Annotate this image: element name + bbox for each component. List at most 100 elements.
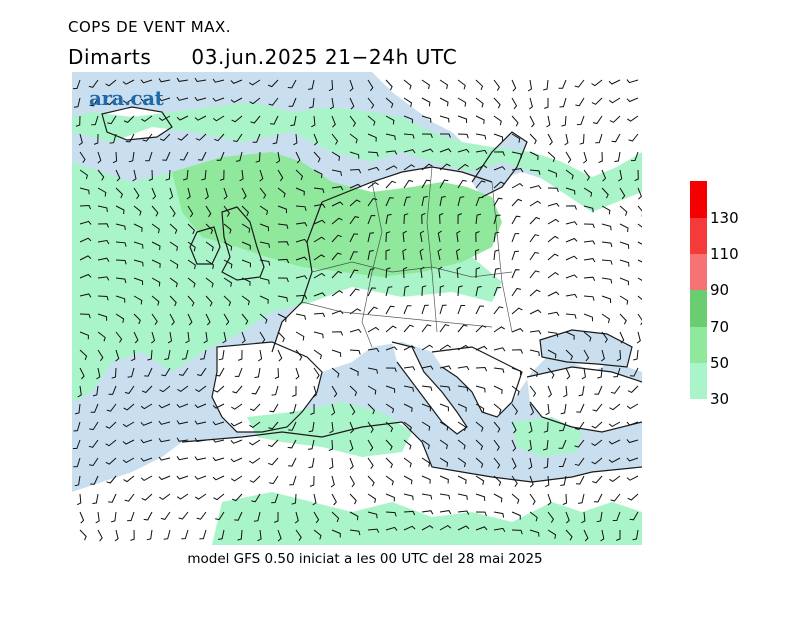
wind-barb	[241, 313, 249, 325]
wind-barb	[288, 97, 297, 107]
wind-barb	[421, 324, 432, 333]
wind-barb	[457, 403, 467, 412]
wind-barb	[475, 421, 484, 432]
wind-barb	[241, 223, 251, 233]
wind-barb	[234, 511, 243, 521]
wind-barb	[367, 326, 380, 333]
wind-barb	[511, 511, 521, 520]
wind-barb	[223, 295, 232, 307]
wind-barb	[613, 367, 621, 378]
wind-barb	[560, 475, 567, 486]
wind-barb	[547, 151, 556, 162]
wind-barb	[529, 349, 540, 357]
wind-barb	[547, 385, 552, 398]
wind-barb	[194, 475, 207, 480]
wind-barb	[403, 510, 416, 516]
wind-barb	[349, 288, 360, 297]
wind-barb	[312, 493, 317, 506]
wind-barb	[493, 367, 505, 374]
wind-barb	[235, 151, 243, 162]
wind-barb	[295, 187, 305, 196]
wind-barb	[367, 215, 376, 225]
wind-barb	[493, 527, 506, 533]
wind-barb	[133, 187, 140, 200]
wind-barb	[579, 133, 585, 145]
wind-barb	[439, 475, 449, 484]
wind-barb	[575, 97, 585, 107]
wind-barb	[547, 187, 559, 193]
wind-barb	[79, 220, 92, 225]
wind-barb	[616, 530, 621, 541]
wind-barb	[403, 179, 414, 189]
wind-barb	[385, 305, 395, 315]
wind-barb	[186, 187, 191, 200]
wind-barb	[385, 97, 394, 108]
wind-barb	[141, 493, 153, 501]
wind-barb	[293, 133, 298, 146]
wind-barb	[591, 457, 603, 465]
wind-barb	[259, 187, 267, 199]
wind-barb	[151, 205, 159, 217]
wind-barb	[115, 205, 125, 215]
wind-barb	[176, 456, 189, 461]
wind-barb	[457, 365, 470, 371]
wind-barb	[456, 266, 461, 279]
wind-barb	[543, 457, 549, 469]
wind-barb	[493, 151, 505, 156]
wind-barb	[439, 403, 449, 412]
wind-barb	[277, 187, 286, 198]
wind-barb	[194, 115, 207, 121]
wind-barb	[272, 133, 279, 145]
wind-barb	[239, 169, 244, 182]
wind-barb	[547, 235, 559, 243]
wind-barb	[91, 115, 99, 126]
wind-barb	[385, 475, 394, 486]
wind-barb	[403, 115, 413, 124]
wind-barb	[592, 115, 603, 125]
wind-barb	[583, 349, 590, 362]
wind-barb	[511, 151, 522, 158]
wind-barb	[259, 223, 269, 232]
wind-barb	[457, 344, 470, 351]
wind-barb	[105, 457, 117, 465]
wind-barb	[601, 277, 613, 284]
wind-barb	[529, 385, 537, 397]
wind-barb	[421, 365, 434, 370]
wind-barb	[122, 457, 135, 464]
wind-barb	[107, 115, 117, 125]
wind-barb	[576, 115, 585, 126]
wind-barb	[212, 403, 225, 409]
wind-barb	[124, 493, 135, 502]
wind-barb	[619, 241, 630, 249]
wind-barb	[542, 439, 549, 451]
wind-barb	[330, 475, 335, 488]
wind-barb	[439, 365, 452, 370]
wind-barb	[331, 270, 343, 279]
wind-barb	[105, 97, 117, 106]
wind-barb	[403, 475, 413, 485]
wind-barb	[583, 276, 596, 282]
wind-barb	[493, 421, 501, 433]
wind-barb	[529, 309, 542, 315]
wind-barb	[529, 216, 541, 225]
wind-barb	[511, 250, 519, 261]
wind-barb	[328, 79, 334, 92]
wind-barb	[565, 511, 570, 524]
wind-barb	[158, 438, 171, 443]
wind-barb	[331, 217, 343, 225]
wind-barb	[313, 187, 325, 194]
gust-area-30	[72, 102, 642, 212]
wind-barb	[455, 248, 461, 261]
wind-barb	[637, 313, 642, 326]
wind-barb	[349, 133, 358, 144]
wind-barb	[596, 511, 603, 523]
wind-barb	[402, 248, 407, 261]
wind-barb	[574, 421, 585, 430]
wind-barb	[108, 493, 117, 503]
wind-barb	[547, 367, 555, 379]
wind-barb	[529, 330, 542, 335]
wind-barb	[106, 403, 117, 412]
map-title: COPS DE VENT MAX.	[68, 18, 232, 36]
wind-barb	[295, 313, 306, 320]
wind-barb	[205, 295, 213, 307]
